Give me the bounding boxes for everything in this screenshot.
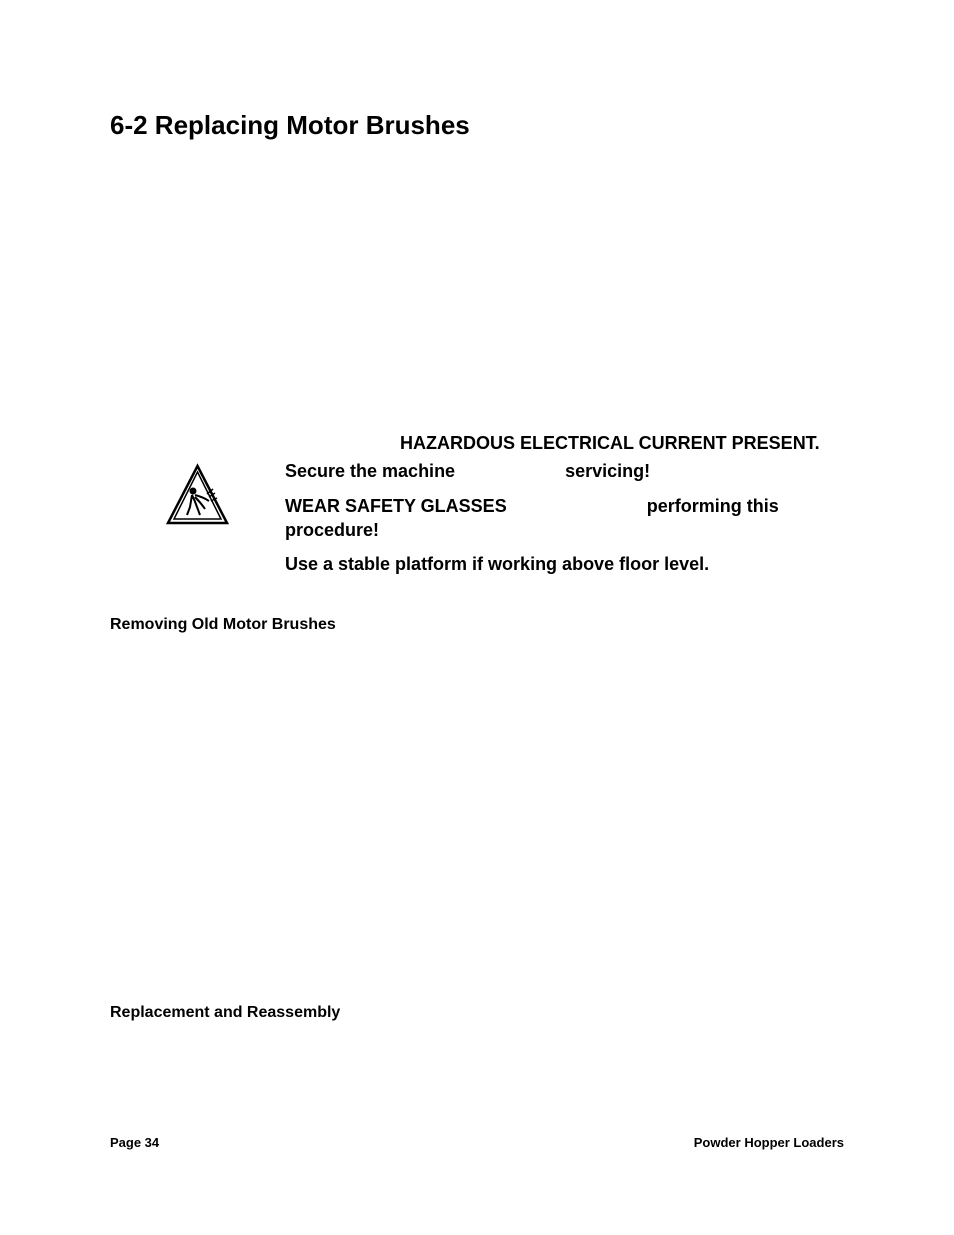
subheading-replacement: Replacement and Reassembly xyxy=(110,1004,844,1022)
warning-block: HAZARDOUS ELECTRICAL CURRENT PRESENT. Se… xyxy=(110,431,844,576)
footer-document-title: Powder Hopper Loaders xyxy=(694,1135,844,1150)
warning-secure-text-a: Secure the machine xyxy=(285,461,455,481)
warning-line-1: HAZARDOUS ELECTRICAL CURRENT PRESENT. xyxy=(285,431,844,455)
subheading-removing: Removing Old Motor Brushes xyxy=(110,616,844,634)
warning-glasses-text-a: WEAR SAFETY GLASSES xyxy=(285,496,507,516)
warning-text-container: HAZARDOUS ELECTRICAL CURRENT PRESENT. Se… xyxy=(285,431,844,576)
page-footer: Page 34 Powder Hopper Loaders xyxy=(110,1135,844,1150)
warning-line-4: Use a stable platform if working above f… xyxy=(285,552,844,576)
warning-hazard-text: HAZARDOUS ELECTRICAL CURRENT PRESENT. xyxy=(395,433,820,453)
footer-page-number: Page 34 xyxy=(110,1135,159,1150)
warning-secure-text-b: servicing! xyxy=(565,461,650,481)
warning-line-2: Secure the machine servicing! xyxy=(285,459,844,483)
warning-triangle-icon xyxy=(165,461,230,531)
warning-line-3: WEAR SAFETY GLASSESperforming this proce… xyxy=(285,494,844,543)
section-heading: 6-2 Replacing Motor Brushes xyxy=(110,110,844,141)
